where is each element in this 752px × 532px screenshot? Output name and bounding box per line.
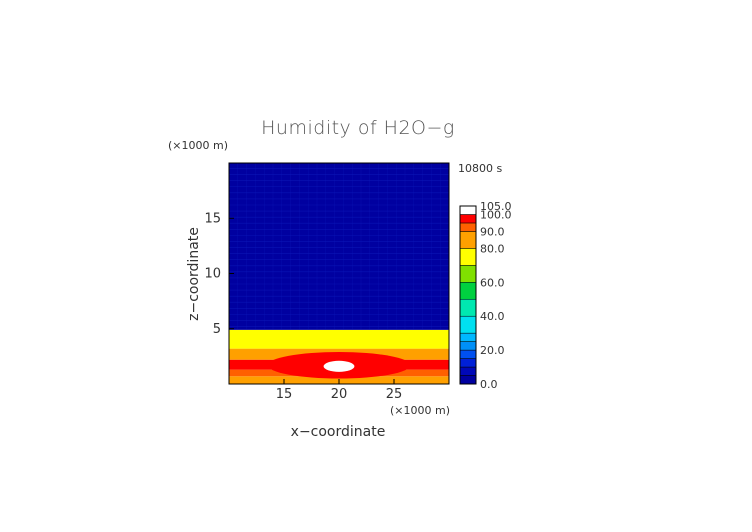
colorbar-frame xyxy=(459,205,477,385)
colorbar-swatch xyxy=(459,341,477,351)
field-layer xyxy=(229,163,449,330)
colorbar-swatch xyxy=(459,222,477,232)
colorbar-label: 40.0 xyxy=(480,310,505,323)
x-axis-ticks: 15 20 25 xyxy=(276,379,403,402)
time-label: 10800 s xyxy=(458,162,502,175)
colorbar-swatch xyxy=(459,349,477,359)
colorbar-swatch xyxy=(459,366,477,376)
colorbar-swatch xyxy=(459,248,477,266)
x-axis-title: x−coordinate xyxy=(291,424,386,440)
z-tick-label: 10 xyxy=(204,267,221,282)
plot-area xyxy=(228,162,450,385)
colorbar-label: 105.0 xyxy=(480,200,512,213)
z-axis-title: z−coordinate xyxy=(186,227,202,321)
x-tick-label: 25 xyxy=(386,387,403,402)
colorbar-swatch xyxy=(459,315,477,334)
moist-core xyxy=(323,360,355,372)
x-tick-label: 20 xyxy=(331,387,348,402)
colorbar-swatch xyxy=(459,332,477,342)
colorbar-label: 0.0 xyxy=(480,378,498,391)
colorbar-swatch xyxy=(459,298,477,317)
colorbar-label: 20.0 xyxy=(480,344,505,357)
field-layer xyxy=(229,329,449,349)
colorbar-swatch xyxy=(459,205,477,215)
colorbar-label: 90.0 xyxy=(480,225,505,238)
x-unit-label: (×1000 m) xyxy=(390,404,450,417)
z-axis-ticks: 5 10 15 xyxy=(204,211,234,337)
z-unit-label: (×1000 m) xyxy=(168,139,228,152)
colorbar-swatch xyxy=(459,231,477,249)
colorbar-label: 100.0 xyxy=(480,208,512,221)
colorbar-swatch xyxy=(459,358,477,368)
colorbar-label: 80.0 xyxy=(480,242,505,255)
colorbar-label: 60.0 xyxy=(480,276,505,289)
chart-title: Humidity of H2O−g xyxy=(261,117,455,139)
colorbar-swatch xyxy=(459,265,477,283)
z-tick-label: 15 xyxy=(204,211,221,226)
colorbar-swatch xyxy=(459,282,477,300)
z-tick-label: 5 xyxy=(213,322,221,337)
colorbar-swatch xyxy=(459,375,477,385)
colorbar-swatch xyxy=(459,214,477,224)
x-tick-label: 15 xyxy=(276,387,293,402)
